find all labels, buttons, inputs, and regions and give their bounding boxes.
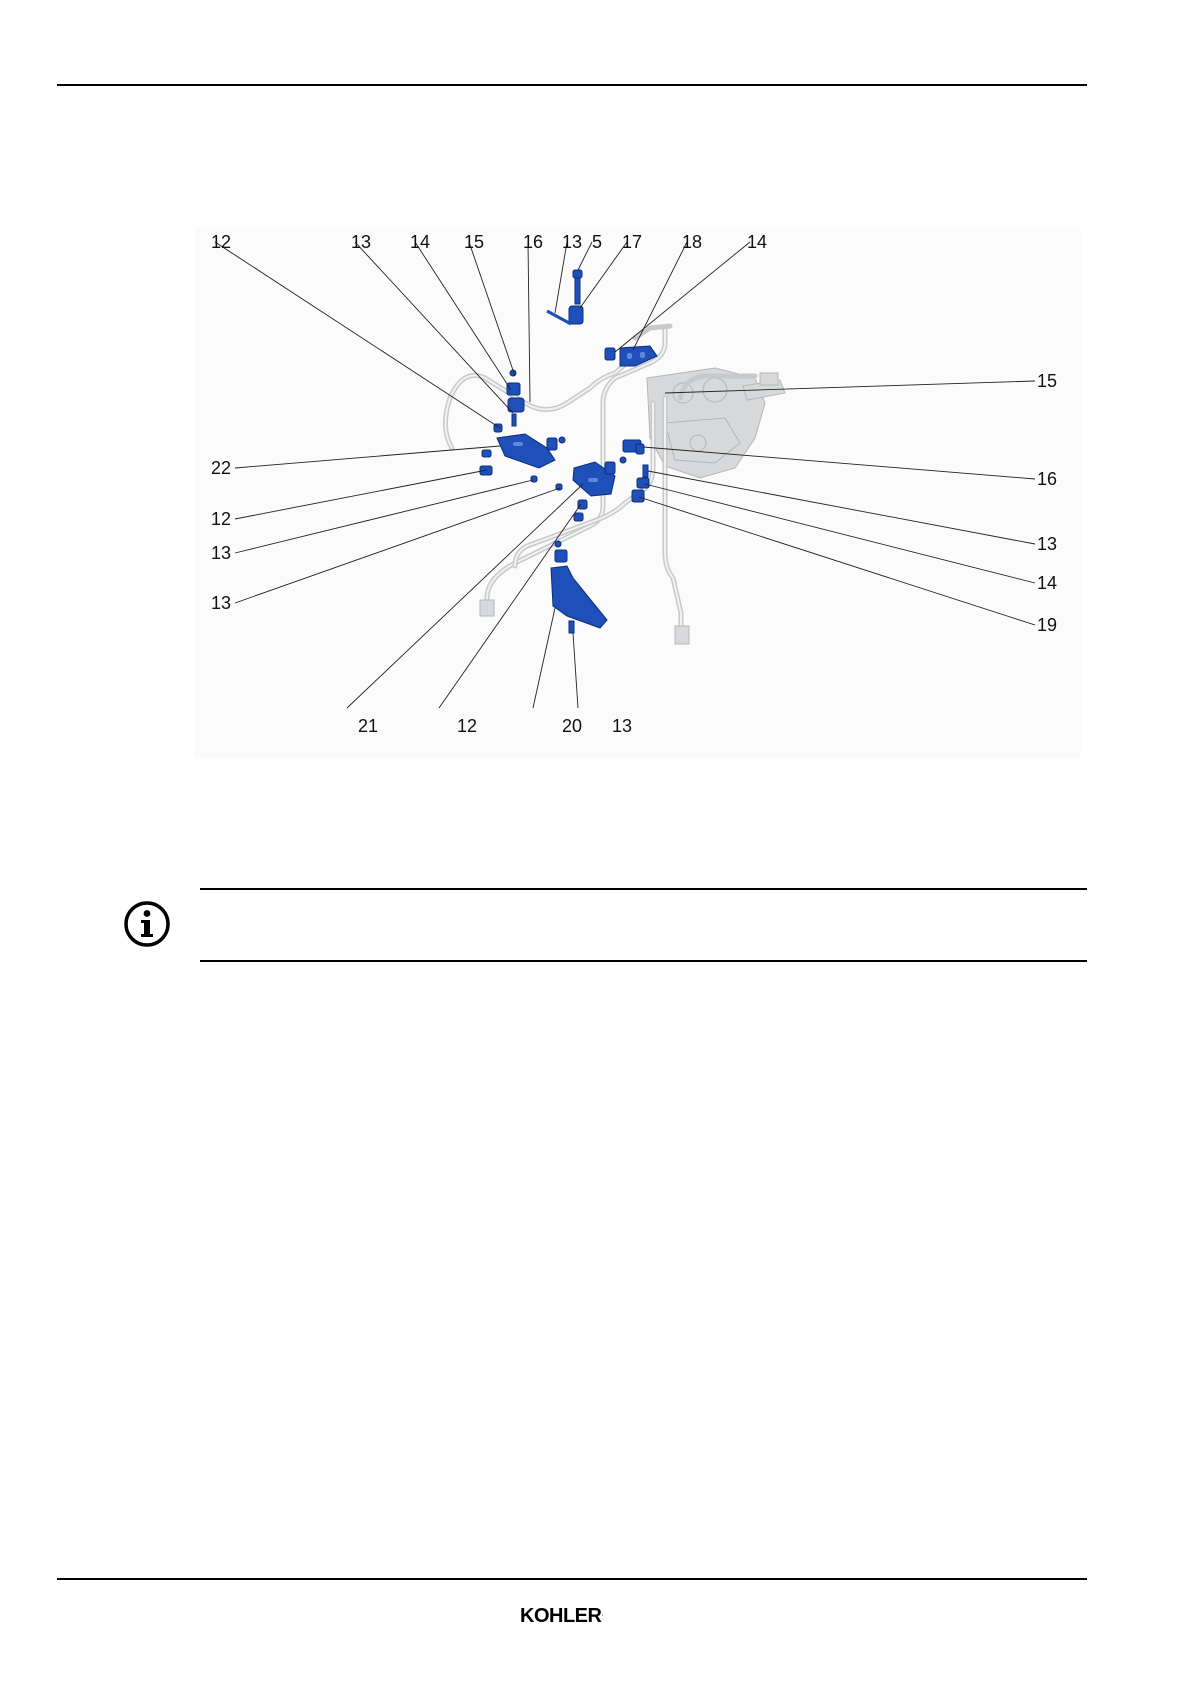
bracket-upper-18	[619, 345, 658, 367]
callout-right-19: 19	[1037, 615, 1057, 635]
bracket-22	[496, 433, 566, 469]
callout-top-13a: 13	[351, 232, 371, 252]
callout-left-13b: 13	[211, 593, 231, 613]
info-icon	[123, 900, 171, 948]
spacer-17	[568, 305, 584, 325]
callout-top-14a: 14	[410, 232, 430, 252]
callout-right-14: 14	[1037, 573, 1057, 593]
callout-left-12: 12	[211, 509, 231, 529]
callout-bottom-12: 12	[457, 716, 477, 736]
leader-lines	[214, 241, 1036, 709]
callout-top-17: 17	[622, 232, 642, 252]
kohler-logo: KOHLER.	[520, 1605, 604, 1627]
info-note	[115, 888, 1087, 966]
fuel-lines	[443, 323, 779, 645]
info-rule-bottom	[200, 960, 1087, 962]
screw-13-top	[546, 309, 572, 326]
callout-top-15: 15	[464, 232, 484, 252]
callout-top-13b: 13	[562, 232, 582, 252]
clamp-upper-left	[493, 369, 525, 433]
callout-bottom-20: 20	[562, 716, 582, 736]
info-rule-top	[200, 888, 1087, 890]
callout-top-18: 18	[682, 232, 702, 252]
callout-top-5: 5	[592, 232, 602, 252]
callout-top-14b: 14	[747, 232, 767, 252]
callout-right-16: 16	[1037, 469, 1057, 489]
brand-name: KOHLER	[520, 1605, 602, 1627]
clamp-16-right	[622, 439, 645, 455]
callout-right-13: 13	[1037, 534, 1057, 554]
callout-bottom-13: 13	[612, 716, 632, 736]
bolt-5	[572, 269, 583, 305]
clamps-13-14-19-right	[631, 464, 650, 503]
callout-left-13a: 13	[211, 543, 231, 563]
exploded-view-figure: 12 13 14 15 16 13 5 17 18 14 15 16 13 14…	[195, 228, 1081, 758]
callout-left-22: 22	[211, 458, 231, 478]
footer-rule	[57, 1578, 1087, 1580]
bracket-21	[572, 456, 627, 522]
exploded-view-drawing: 12 13 14 15 16 13 5 17 18 14 15 16 13 14…	[195, 228, 1081, 758]
support-20	[550, 540, 608, 634]
callout-right-15: 15	[1037, 371, 1057, 391]
callout-bottom-21: 21	[358, 716, 378, 736]
callouts: 12 13 14 15 16 13 5 17 18 14 15 16 13 14…	[211, 232, 1057, 736]
header-rule	[57, 84, 1087, 86]
callout-top-12: 12	[211, 232, 231, 252]
clamp-14-top-right	[604, 347, 616, 361]
callout-top-16: 16	[523, 232, 543, 252]
